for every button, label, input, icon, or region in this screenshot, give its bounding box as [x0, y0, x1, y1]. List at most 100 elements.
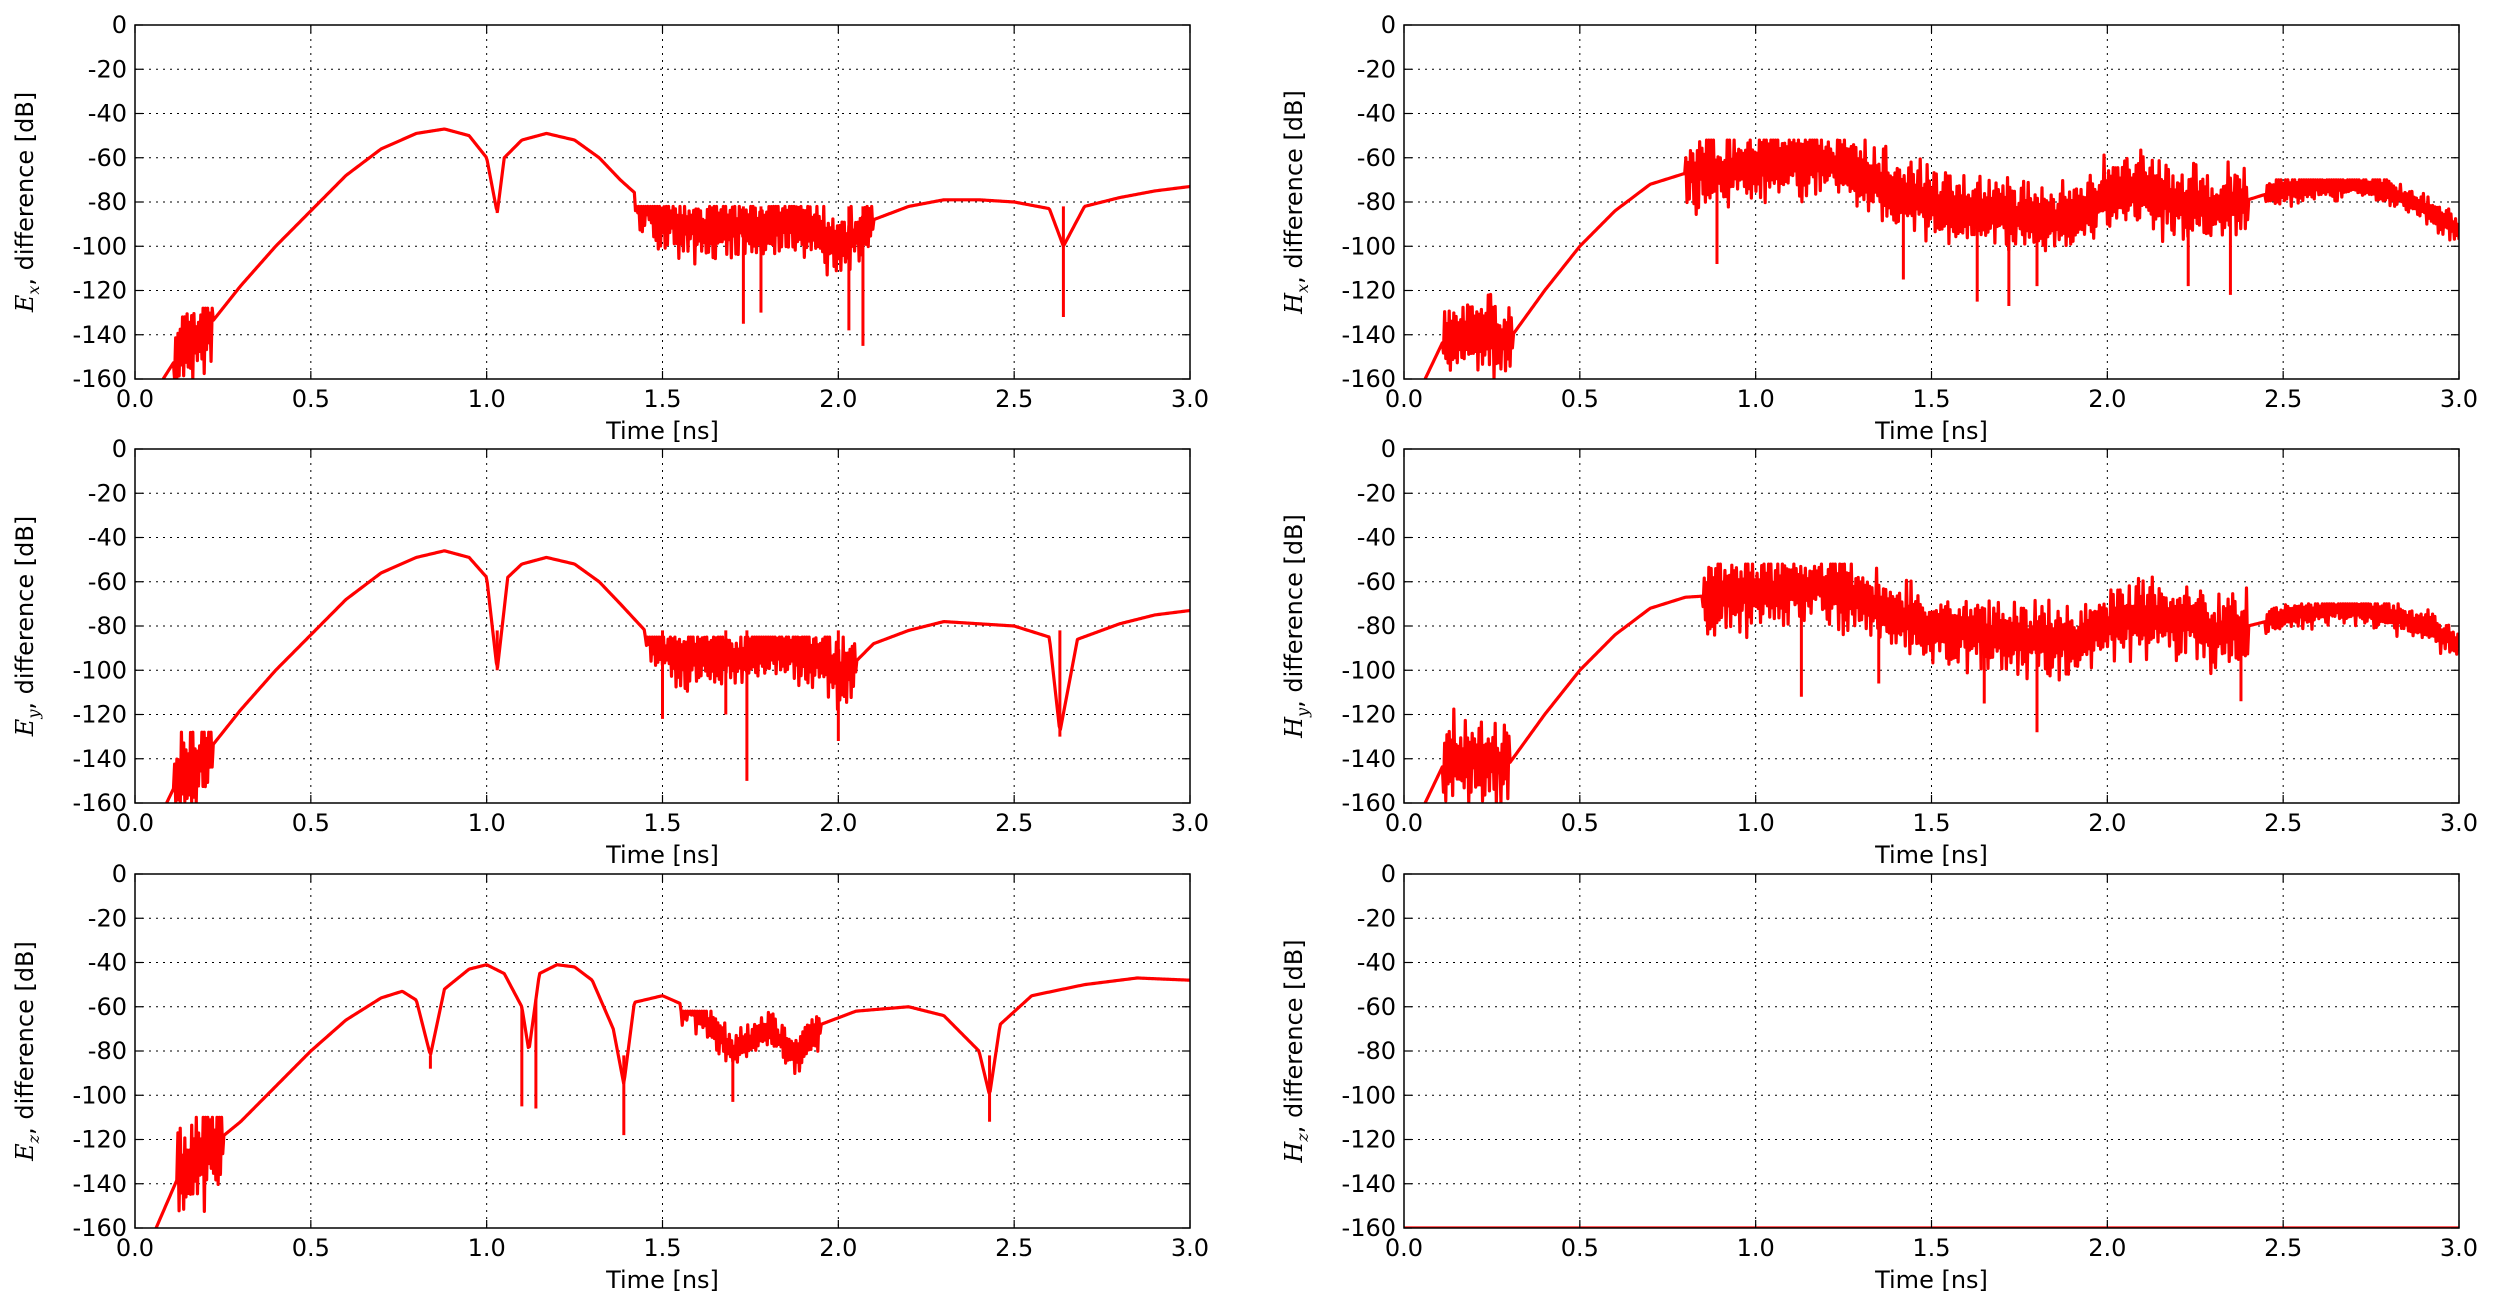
y-tick-label: 0: [112, 435, 127, 463]
y-tick-label: -120: [73, 277, 127, 305]
y-tick-label: -40: [1357, 524, 1396, 552]
x-tick-label: 0.5: [292, 809, 330, 837]
x-tick-label: 0.0: [1385, 1234, 1423, 1262]
x-axis-title: Time [ns]: [1874, 417, 1988, 445]
y-tick-label: -120: [73, 701, 127, 729]
y-tick-label: -140: [73, 321, 127, 349]
y-tick-label: -120: [73, 1126, 127, 1154]
y-axis-symbol: E: [11, 1143, 39, 1162]
x-tick-label: 2.5: [2264, 1234, 2302, 1262]
x-tick-label: 3.0: [2440, 809, 2478, 837]
x-axis-title: Time [ns]: [605, 417, 719, 445]
x-tick-label: 1.5: [643, 1234, 681, 1262]
x-tick-label: 0.0: [116, 385, 154, 413]
subplot-ez: 0.0 0.5 1.0 1.5 2.0 2.5 3.0 0 -20 -40 -60 -80 -100 -1…: [11, 860, 1209, 1294]
subplot-ey: 0.0 0.5 1.0 1.5 2.0 2.5 3.0 0 -20 -40 -60 -80 -100 -1…: [11, 435, 1209, 869]
x-tick-label: 0.0: [1385, 385, 1423, 413]
y-axis-symbol: H: [1280, 716, 1308, 739]
x-tick-label: 1.5: [1912, 385, 1950, 413]
y-tick-label: -100: [73, 232, 127, 260]
x-tick-label: 2.5: [2264, 809, 2302, 837]
x-tick-label: 2.5: [995, 1234, 1033, 1262]
y-axis-title-text: , difference [dB]: [11, 92, 39, 286]
y-tick-label: -160: [73, 789, 127, 817]
y-axis-title: Hy, difference [dB]: [1280, 514, 1312, 739]
y-axis-title-text: , difference [dB]: [11, 516, 39, 710]
y-tick-label: -140: [1342, 745, 1396, 773]
x-tick-label: 3.0: [1171, 809, 1209, 837]
x-tick-label: 2.0: [2088, 809, 2126, 837]
series-line: [1423, 138, 2459, 379]
y-tick-label: -100: [73, 1081, 127, 1109]
y-tick-label: -20: [88, 904, 127, 932]
x-tick-label: 1.0: [468, 1234, 506, 1262]
subplot-hx: 0.0 0.5 1.0 1.5 2.0 2.5 3.0 0 -20 -40 -60 -80 -100 -1…: [1280, 11, 2478, 445]
y-tick-label: -100: [1342, 656, 1396, 684]
x-tick-label: 2.0: [2088, 1234, 2126, 1262]
y-axis-subscript: x: [1293, 284, 1312, 293]
y-tick-label: -40: [88, 949, 127, 977]
x-tick-label: 3.0: [1171, 1234, 1209, 1262]
y-axis-symbol: H: [1280, 292, 1308, 315]
y-tick-label: -80: [1357, 188, 1396, 216]
x-tick-label: 0.5: [1561, 385, 1599, 413]
x-tick-label: 1.0: [1737, 1234, 1775, 1262]
x-tick-label: 2.0: [2088, 385, 2126, 413]
y-tick-label: 0: [112, 11, 127, 39]
x-tick-label: 1.5: [643, 809, 681, 837]
x-tick-label: 2.5: [995, 385, 1033, 413]
y-tick-label: -160: [73, 1214, 127, 1242]
y-tick-label: 0: [1381, 435, 1396, 463]
y-tick-label: -100: [1342, 1081, 1396, 1109]
y-axis-symbol: E: [11, 294, 39, 313]
x-axis-title: Time [ns]: [605, 1266, 719, 1294]
series-line: [1423, 562, 2459, 803]
x-tick-label: 3.0: [2440, 1234, 2478, 1262]
y-tick-label: -140: [1342, 321, 1396, 349]
x-axis-title: Time [ns]: [1874, 841, 1988, 869]
x-tick-label: 1.0: [1737, 809, 1775, 837]
y-tick-label: -80: [1357, 1037, 1396, 1065]
x-tick-label: 1.0: [1737, 385, 1775, 413]
x-tick-label: 3.0: [1171, 385, 1209, 413]
y-axis-subscript: y: [1293, 707, 1312, 718]
x-tick-label: 0.5: [1561, 809, 1599, 837]
y-tick-label: -60: [1357, 144, 1396, 172]
x-tick-label: 0.0: [116, 1234, 154, 1262]
y-tick-label: -140: [1342, 1170, 1396, 1198]
subplot-hz: 0.0 0.5 1.0 1.5 2.0 2.5 3.0 0 -20 -40 -60 -80 -100 -1…: [1280, 860, 2478, 1294]
x-tick-label: 1.0: [468, 385, 506, 413]
y-axis-title-text: , difference [dB]: [1280, 939, 1308, 1133]
y-tick-label: -40: [88, 524, 127, 552]
y-tick-label: 0: [1381, 860, 1396, 888]
y-tick-label: -160: [1342, 1214, 1396, 1242]
x-tick-label: 2.5: [995, 809, 1033, 837]
y-tick-label: -20: [1357, 479, 1396, 507]
x-axis-title: Time [ns]: [605, 841, 719, 869]
y-axis-title: Hz, difference [dB]: [1280, 939, 1312, 1163]
y-tick-label: -20: [88, 55, 127, 83]
y-axis-symbol: E: [11, 718, 39, 737]
y-tick-label: -60: [1357, 993, 1396, 1021]
y-axis-title: Ey, difference [dB]: [11, 516, 43, 737]
x-tick-label: 1.5: [643, 385, 681, 413]
y-axis-title: Ex, difference [dB]: [11, 92, 43, 313]
y-axis-subscript: z: [24, 1134, 43, 1144]
y-tick-label: -60: [88, 144, 127, 172]
x-tick-label: 2.0: [819, 809, 857, 837]
y-tick-label: -100: [1342, 232, 1396, 260]
x-tick-label: 2.5: [2264, 385, 2302, 413]
x-tick-label: 1.0: [468, 809, 506, 837]
y-tick-label: -100: [73, 656, 127, 684]
x-tick-label: 0.0: [1385, 809, 1423, 837]
subplot-ex: 0.0 0.5 1.0 1.5 2.0 2.5 3.0 0 -20 -40 -60 -80 -100 -1…: [11, 11, 1209, 445]
y-tick-label: -60: [88, 568, 127, 596]
x-axis-title: Time [ns]: [1874, 1266, 1988, 1294]
x-tick-label: 1.5: [1912, 809, 1950, 837]
y-tick-label: -60: [88, 993, 127, 1021]
y-tick-label: -160: [1342, 789, 1396, 817]
y-tick-label: 0: [1381, 11, 1396, 39]
y-axis-title: Hx, difference [dB]: [1280, 90, 1312, 315]
y-tick-label: -140: [73, 745, 127, 773]
